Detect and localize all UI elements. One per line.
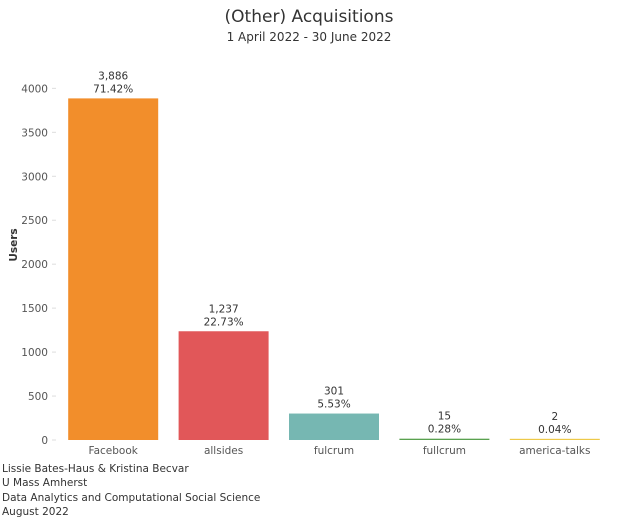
bar — [509, 438, 600, 440]
credit-date: August 2022 — [2, 506, 69, 519]
y-tick-label: 1000 — [21, 347, 48, 359]
x-tick-label: allsides — [204, 445, 243, 457]
credit-program: Data Analytics and Computational Social … — [2, 491, 261, 504]
bar-chart: Users 0 500 1000 1500 2000 2500 3000 3500 4000 3,8… — [8, 70, 600, 457]
y-tick-label: 500 — [28, 391, 48, 403]
bar-value-label: 2 — [551, 411, 558, 423]
bar-percent-label: 71.42% — [93, 83, 133, 95]
bar-value-label: 15 — [438, 411, 451, 423]
y-tick-label: 3500 — [21, 127, 48, 139]
bar — [289, 413, 379, 440]
bar — [399, 438, 490, 440]
bar-value-label: 3,886 — [98, 70, 128, 82]
credit-authors: Lissie Bates-Haus & Kristina Becvar — [2, 463, 189, 475]
y-tick-label: 2000 — [21, 259, 48, 271]
chart-title: (Other) Acquisitions — [224, 7, 394, 27]
y-tick-label: 2500 — [21, 215, 48, 227]
x-tick-label: Facebook — [89, 445, 139, 457]
chart-subtitle: 1 April 2022 - 30 June 2022 — [226, 30, 392, 44]
bar-percent-label: 0.04% — [538, 424, 571, 436]
y-tick-label: 0 — [41, 435, 48, 447]
bar — [68, 98, 159, 440]
y-tick-label: 3000 — [21, 171, 48, 183]
bar — [178, 331, 269, 440]
bar-value-label: 301 — [324, 386, 344, 398]
bar-percent-label: 5.53% — [317, 399, 350, 411]
credit-institution: U Mass Amherst — [2, 477, 88, 490]
bar-value-label: 1,237 — [209, 303, 239, 315]
y-tick-label: 1500 — [21, 303, 48, 315]
bar-percent-label: 0.28% — [428, 424, 461, 436]
x-tick-label: america-talks — [519, 445, 590, 457]
credits: Lissie Bates-Haus & Kristina Becvar U Ma… — [2, 462, 260, 520]
x-tick-label: fulcrum — [314, 445, 354, 457]
bar-percent-label: 22.73% — [204, 316, 244, 328]
y-axis-label: Users — [8, 228, 20, 261]
x-tick-label: fullcrum — [423, 445, 466, 457]
y-tick-label: 4000 — [21, 83, 48, 95]
